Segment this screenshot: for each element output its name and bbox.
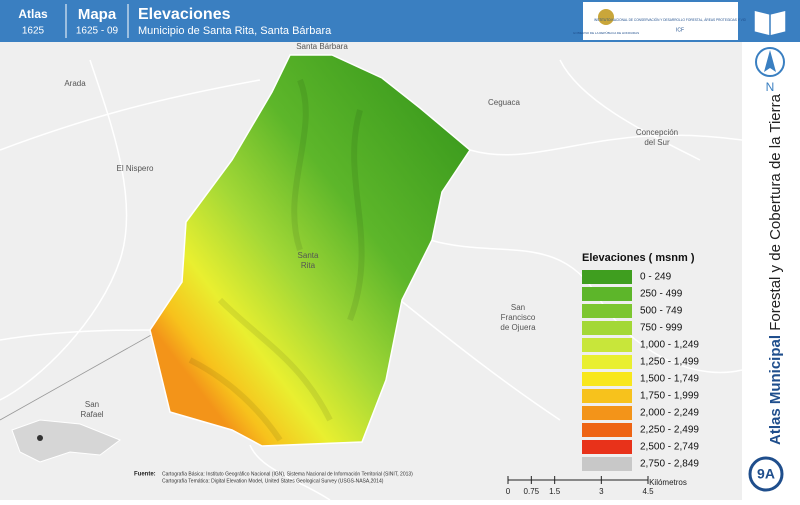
source-line: Cartografía Temática: Digital Elevation … — [162, 478, 384, 484]
place-label: de Ojuera — [500, 323, 536, 332]
legend-swatch — [582, 304, 632, 318]
atlas-title-bold: Atlas Municipal — [767, 335, 784, 445]
legend-swatch — [582, 406, 632, 420]
place-label: Rafael — [80, 410, 103, 419]
legend-label: 1,000 - 1,249 — [640, 340, 699, 351]
place-label: Santa — [298, 251, 319, 260]
legend-swatch — [582, 338, 632, 352]
legend-label: 1,250 - 1,499 — [640, 357, 699, 368]
legend-label: 250 - 499 — [640, 289, 683, 300]
legend-swatch — [582, 372, 632, 386]
place-label: El Nispero — [117, 164, 154, 173]
north-label: N — [766, 80, 775, 94]
legend-label: 1,500 - 1,749 — [640, 374, 699, 385]
source-label: Fuente: — [134, 472, 156, 478]
scale-tick-label: 0.75 — [524, 487, 540, 496]
place-label: Francisco — [501, 313, 536, 322]
north-arrow — [764, 50, 776, 72]
legend-swatch — [582, 355, 632, 369]
place-label: Ceguaca — [488, 98, 521, 107]
legend: Elevaciones ( msnm ) 0 - 249 250 - 499 500 … — [582, 252, 699, 471]
page-badge — [748, 456, 784, 492]
legend-label: 2,500 - 2,749 — [640, 442, 699, 453]
place-label: Concepción — [636, 128, 678, 137]
logo-left-text: GOBIERNO DE LA REPÚBLICA DE HONDURAS — [573, 30, 639, 35]
logo-right-text: INSTITUTO NACIONAL DE CONSERVACIÓN Y DES… — [594, 17, 766, 22]
legend-swatch — [582, 321, 632, 335]
logo-emblem — [598, 9, 614, 25]
legend-label: 2,250 - 2,499 — [640, 425, 699, 436]
relief-shading — [188, 78, 365, 442]
place-label: Santa Bárbara — [296, 42, 348, 51]
legend-label: 750 - 999 — [640, 323, 683, 334]
place-label: del Sur — [644, 138, 670, 147]
subtitle: Municipio de Santa Rita, Santa Bárbara — [138, 25, 332, 37]
logo-right-short: ICF — [676, 27, 684, 33]
legend-swatch — [582, 287, 632, 301]
atlas-title: Atlas Municipal Forestal y de Cobertura … — [767, 93, 784, 445]
legend-swatch — [582, 440, 632, 454]
legend-title: Elevaciones ( msnm ) — [582, 252, 695, 264]
boundary — [0, 329, 161, 421]
map-label: Mapa — [78, 6, 117, 23]
map-code: 1625 - 09 — [76, 26, 119, 37]
inset-map — [11, 419, 122, 463]
source: Fuente: Cartografía Básica: Instituto Geo… — [134, 471, 413, 484]
legend-swatch — [582, 389, 632, 403]
legend-label: 0 - 249 — [640, 272, 672, 283]
place-label: San — [511, 303, 525, 312]
scale-tick-label: 0 — [506, 487, 511, 496]
scale-unit: Kilómetros — [649, 478, 687, 487]
place-label: Rita — [301, 261, 316, 270]
elevation-area — [149, 54, 471, 447]
atlas-title-rest: Forestal y de Cobertura de la Tierra — [767, 93, 784, 330]
legend-swatch — [582, 423, 632, 437]
scale-tick-label: 3 — [599, 487, 604, 496]
scale-tick-label: 4.5 — [642, 487, 654, 496]
atlas-code: 1625 — [22, 26, 45, 37]
legend-label: 2,000 - 2,249 — [640, 408, 699, 419]
legend-swatch — [582, 457, 632, 471]
source-line: Cartografía Básica: Instituto Geográfico… — [162, 471, 413, 477]
legend-swatch — [582, 270, 632, 284]
page-number: 9A — [757, 466, 775, 482]
scale-tick-label: 1.5 — [549, 487, 561, 496]
atlas-label: Atlas — [18, 7, 48, 21]
book-icon — [753, 9, 787, 37]
legend-label: 2,750 - 2,849 — [640, 459, 699, 470]
legend-label: 500 - 749 — [640, 306, 683, 317]
legend-label: 1,750 - 1,999 — [640, 391, 699, 402]
place-label: Arada — [64, 79, 86, 88]
place-label: San — [85, 400, 99, 409]
title: Elevaciones — [138, 6, 231, 23]
inset-marker — [37, 435, 43, 441]
